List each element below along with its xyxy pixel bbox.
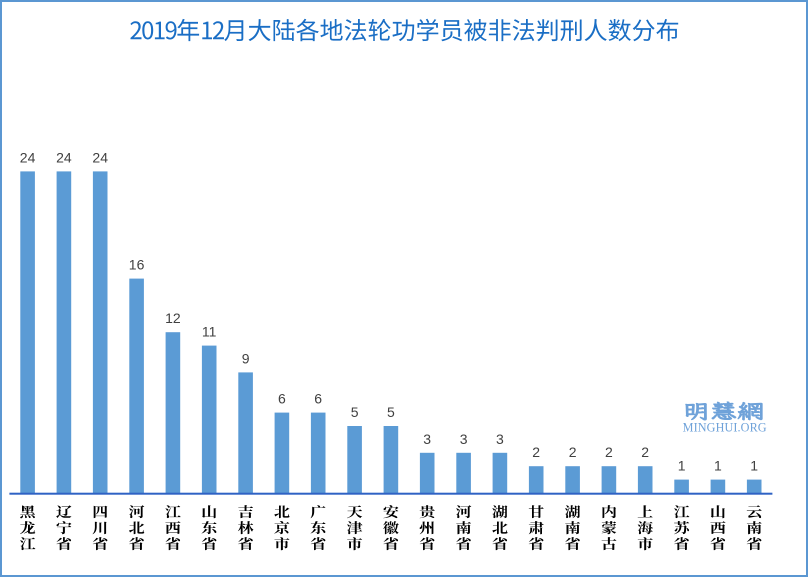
svg-text:9: 9: [242, 350, 250, 366]
svg-text:2: 2: [569, 444, 577, 460]
svg-text:3: 3: [460, 431, 468, 447]
svg-text:5: 5: [351, 404, 359, 420]
svg-text:6: 6: [278, 391, 286, 407]
svg-text:1: 1: [750, 458, 758, 474]
svg-text:11: 11: [202, 324, 217, 340]
svg-text:1: 1: [714, 458, 722, 474]
svg-text:24: 24: [92, 149, 108, 165]
svg-text:2: 2: [532, 444, 540, 460]
svg-text:12: 12: [165, 310, 181, 326]
svg-text:24: 24: [20, 149, 36, 165]
svg-text:MINGHUI.ORG: MINGHUI.ORG: [683, 421, 767, 435]
svg-text:6: 6: [314, 391, 322, 407]
svg-text:2: 2: [605, 444, 613, 460]
svg-text:2: 2: [641, 444, 649, 460]
svg-text:1: 1: [678, 458, 686, 474]
svg-text:5: 5: [387, 404, 395, 420]
svg-text:3: 3: [496, 431, 504, 447]
svg-text:16: 16: [129, 257, 145, 273]
svg-text:3: 3: [423, 431, 431, 447]
svg-text:24: 24: [56, 149, 72, 165]
